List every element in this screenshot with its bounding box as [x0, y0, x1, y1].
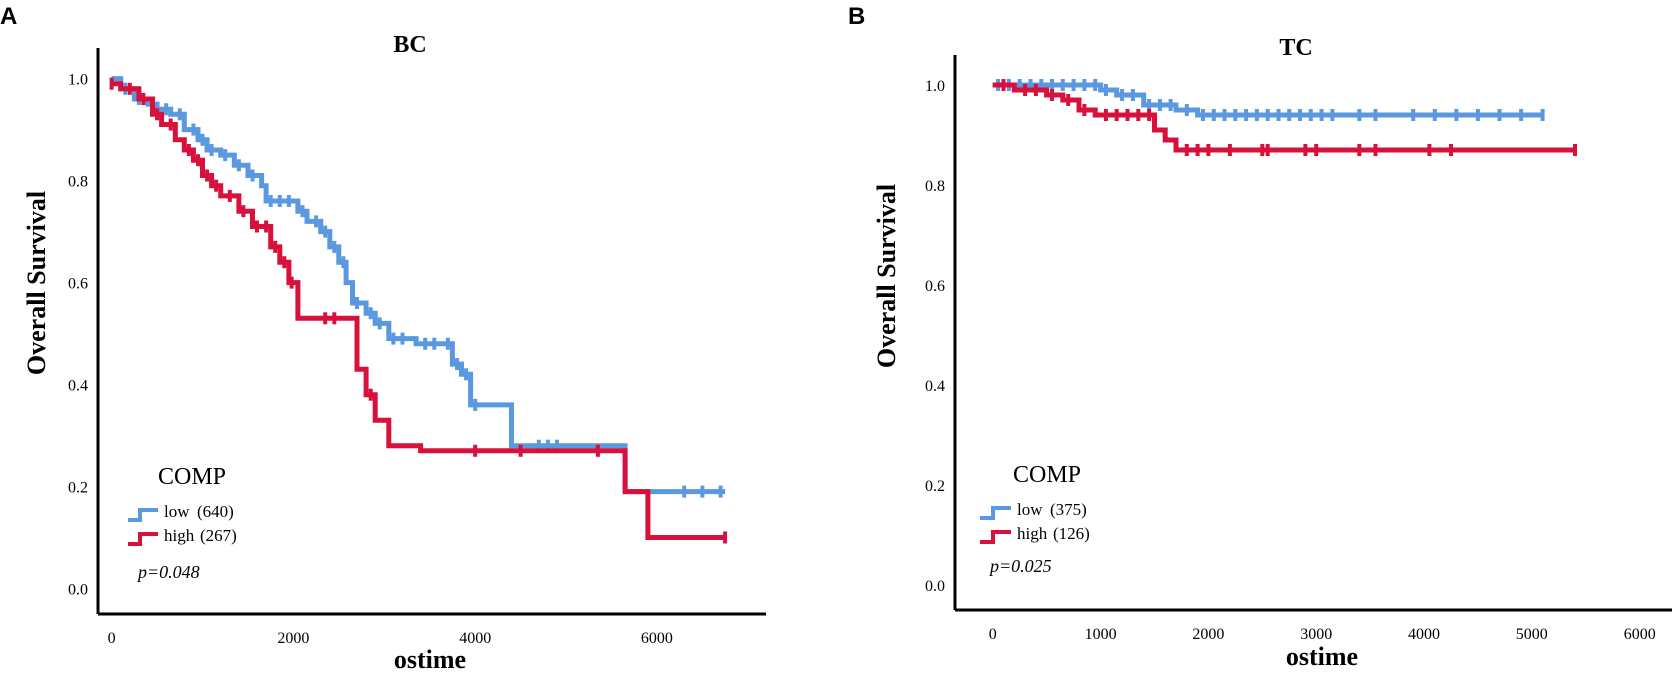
y-tick-label: 1.0 — [68, 72, 88, 89]
panel-letter-a: A — [0, 3, 17, 30]
x-tick-label: 6000 — [1624, 626, 1656, 643]
y-tick-label: 0.0 — [68, 582, 88, 599]
x-tick-label: 2000 — [1192, 626, 1224, 643]
km-curve-low — [111, 76, 726, 495]
x-tick-label: 5000 — [1516, 626, 1548, 643]
legend-count-low: (375) — [1050, 500, 1087, 519]
panel-a: A BC 0 2000 4000 6000 0.0 0.2 0.4 0.6 0.8 1.0 os… — [0, 3, 766, 674]
legend-swatch-low — [128, 508, 158, 522]
x-tick-label: 1000 — [1085, 626, 1117, 643]
legend-count-high: (267) — [200, 526, 237, 545]
p-value: p=0.048 — [136, 562, 200, 582]
legend-entry-high: high (267) — [128, 526, 237, 546]
x-tick-label: 3000 — [1300, 626, 1332, 643]
legend-entry-low: low (640) — [128, 502, 234, 522]
x-tick-label: 6000 — [641, 630, 673, 647]
legend-title: COMP — [158, 464, 226, 490]
x-tick-label: 0 — [108, 630, 116, 647]
legend-label-high: high — [1017, 524, 1048, 543]
y-tick-label: 0.6 — [925, 278, 945, 295]
legend-label-low: low — [1017, 500, 1043, 519]
p-value: p=0.025 — [988, 556, 1052, 576]
x-tick-label: 0 — [989, 626, 997, 643]
y-tick-label: 0.2 — [68, 480, 88, 497]
legend-label-low: low — [164, 502, 190, 521]
y-axis-label: Overall Survival — [872, 184, 901, 368]
x-tick-label: 4000 — [1408, 626, 1440, 643]
legend-swatch-high — [128, 532, 158, 546]
legend-label-high: high — [164, 526, 195, 545]
y-tick-label: 0.4 — [68, 378, 88, 395]
legend-count-low: (640) — [197, 502, 234, 521]
legend-entry-low: low (375) — [980, 500, 1087, 520]
y-axis-label: Overall Survival — [22, 191, 51, 375]
y-tick-label: 0.0 — [925, 578, 945, 595]
y-tick-label: 0.2 — [925, 478, 945, 495]
y-tick-label: 1.0 — [925, 78, 945, 95]
x-axis-label: ostime — [1286, 642, 1358, 671]
panel-b: B TC 0 1000 2000 3000 4000 5000 6000 0.0 0.2 0.4… — [848, 3, 1672, 671]
chart-title: BC — [393, 32, 426, 58]
x-tick-label: 4000 — [459, 630, 491, 647]
legend-title: COMP — [1013, 462, 1081, 488]
legend-swatch-low — [980, 506, 1011, 520]
km-curve-low — [992, 82, 1543, 118]
y-tick-label: 0.8 — [925, 178, 945, 195]
km-curve-high — [111, 81, 726, 540]
panel-letter-b: B — [848, 3, 865, 30]
chart-title: TC — [1279, 35, 1312, 61]
x-axis-label: ostime — [394, 645, 466, 674]
y-tick-label: 0.4 — [925, 378, 945, 395]
legend-entry-high: high (126) — [980, 524, 1090, 544]
km-curve-high — [992, 82, 1575, 153]
x-tick-label: 2000 — [277, 630, 309, 647]
y-tick-label: 0.8 — [68, 174, 88, 191]
legend-swatch-high — [980, 530, 1011, 544]
legend-count-high: (126) — [1053, 524, 1090, 543]
y-tick-label: 0.6 — [68, 276, 88, 293]
